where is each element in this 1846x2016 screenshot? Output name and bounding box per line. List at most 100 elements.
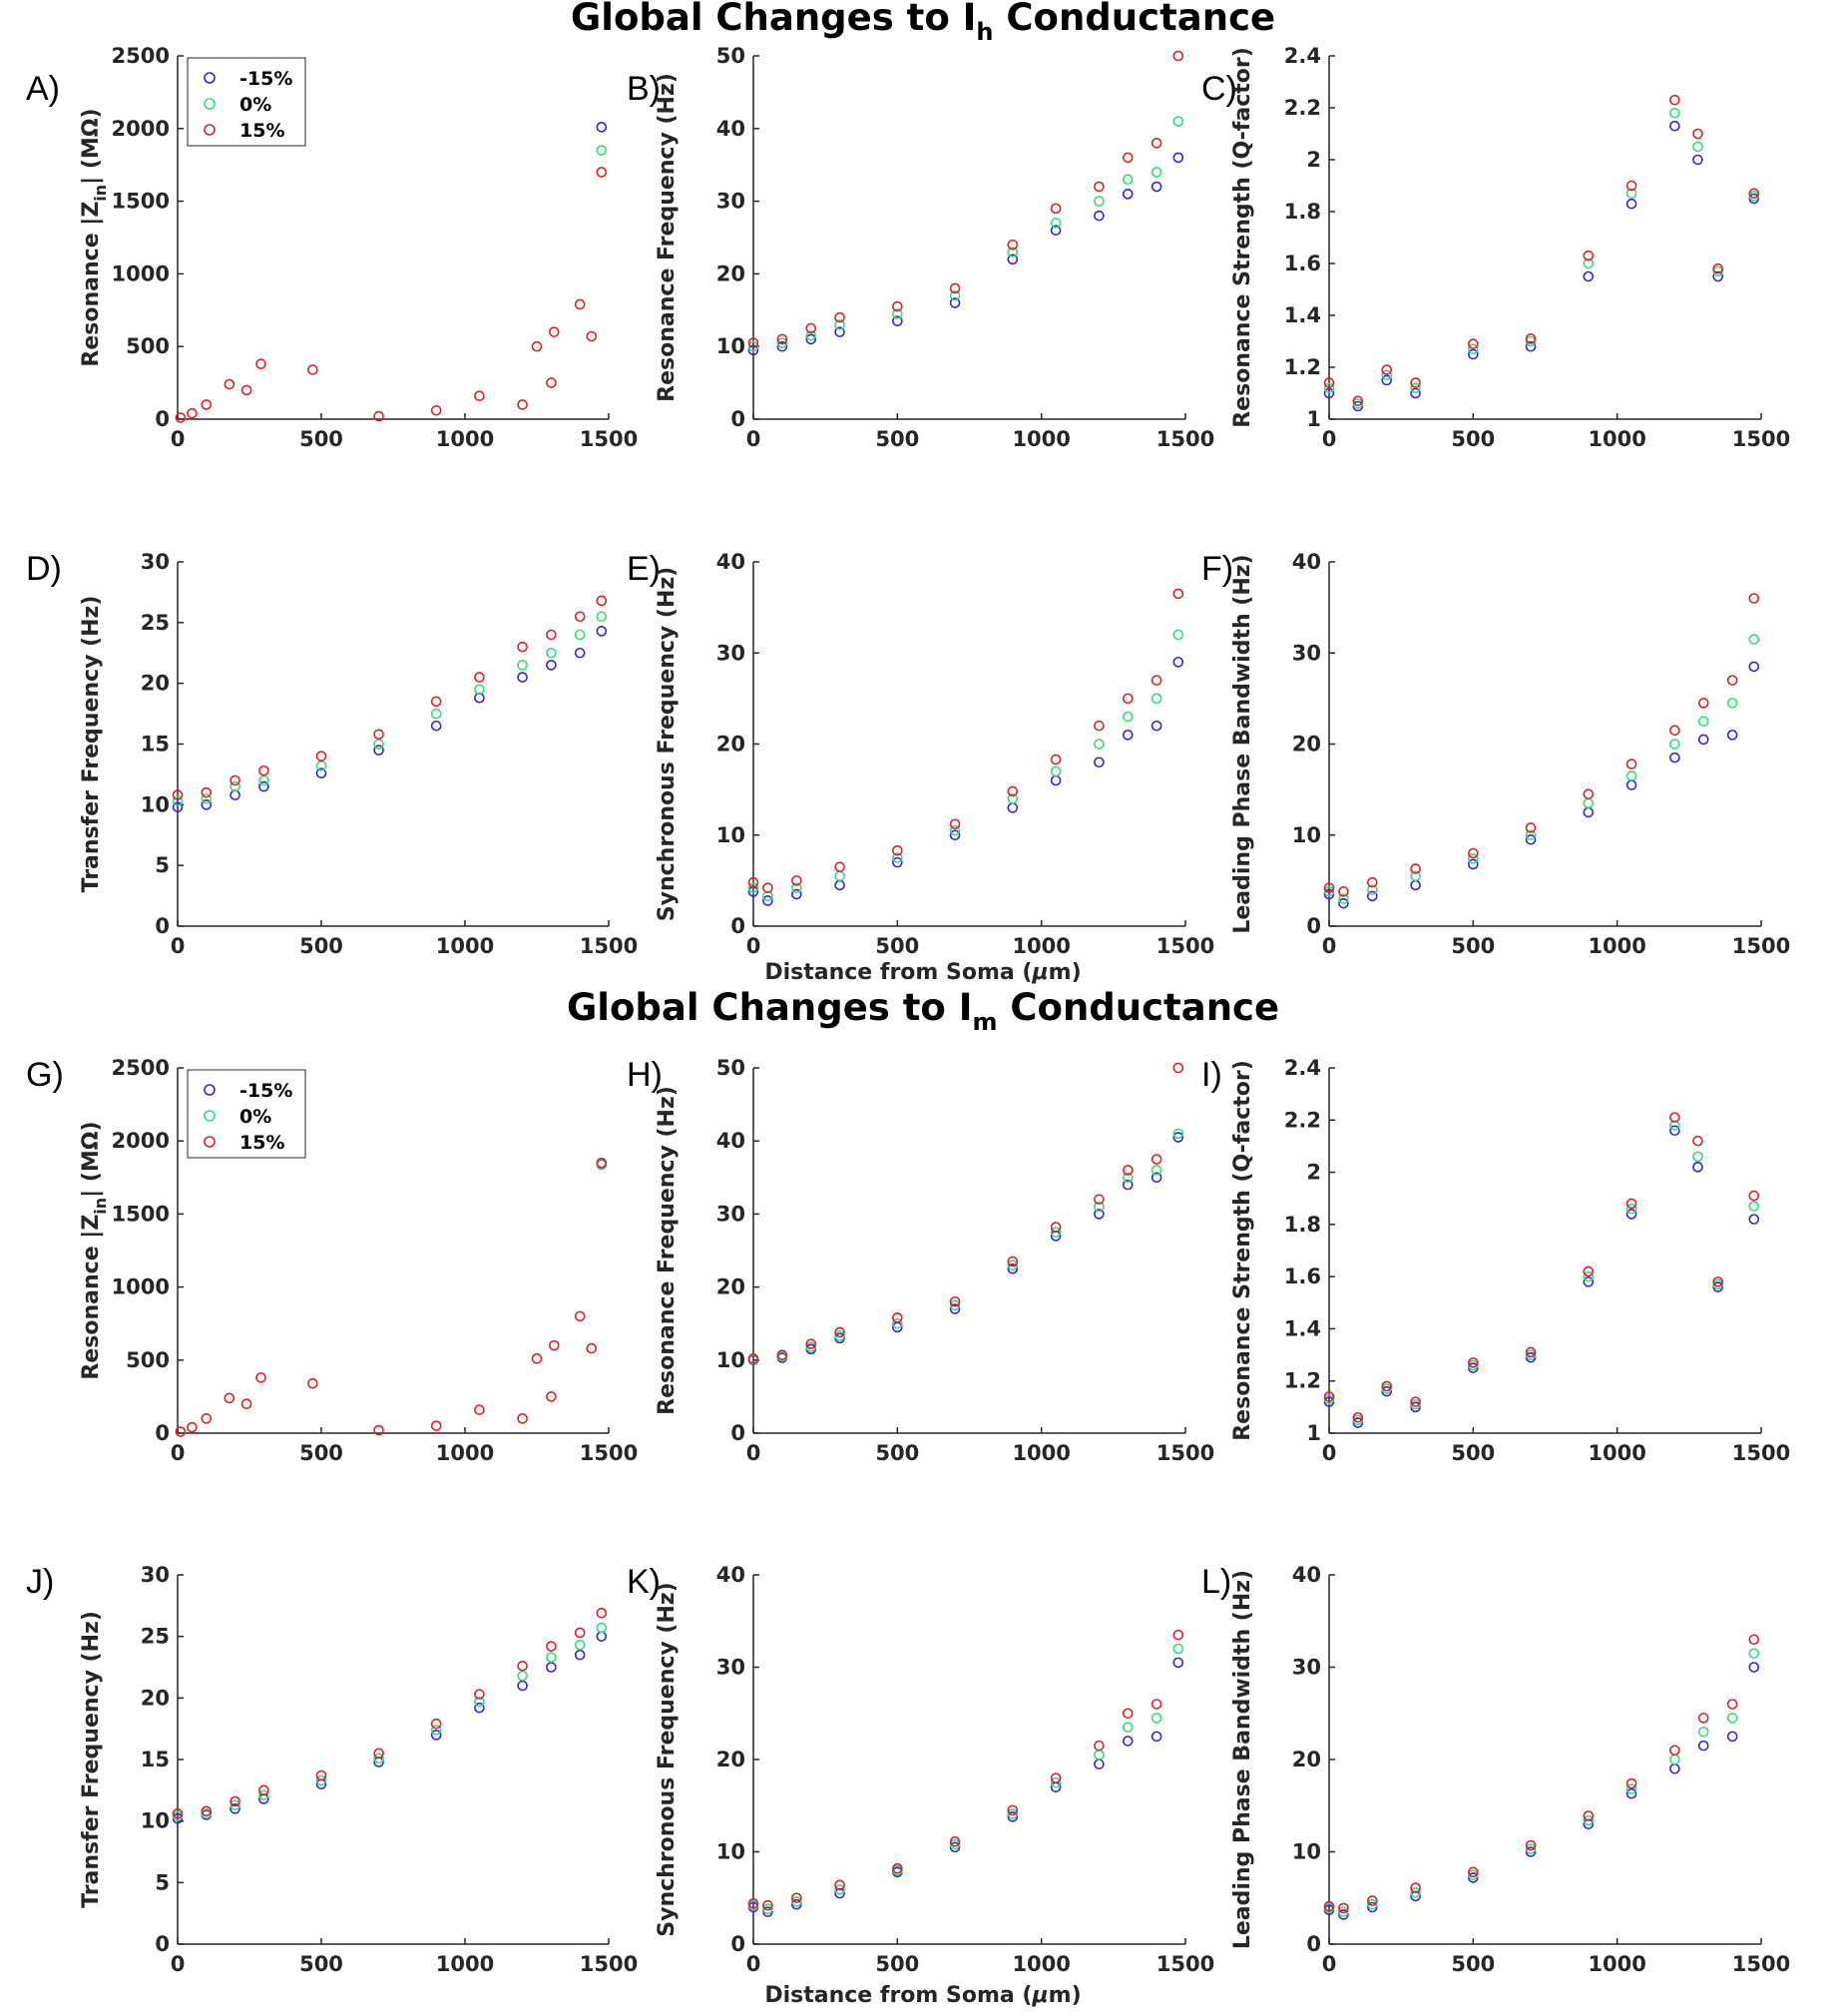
x-tick-label: 1500	[1156, 1441, 1214, 1465]
data-point	[596, 1157, 608, 1169]
y-tick-label: 20	[1292, 1748, 1321, 1771]
data-point	[315, 751, 327, 761]
data-point	[596, 122, 608, 133]
x-tick-label: 0	[171, 1952, 186, 1976]
data-point	[1050, 754, 1062, 765]
data-point	[1410, 879, 1421, 891]
data-point	[1669, 94, 1680, 106]
y-tick-label: 25	[141, 611, 170, 635]
data-point	[1468, 1357, 1479, 1368]
legend-label: 15%	[239, 120, 284, 142]
y-axis-label: Resonance Strength (Q-factor)	[1230, 47, 1255, 428]
data-point	[430, 708, 442, 720]
panel-e: E) 0 10 20 30 40 0 500 1000 1500 Synchronous Frequ…	[627, 550, 1214, 958]
y-tick-label: 10	[716, 1840, 745, 1864]
data-point	[1583, 270, 1595, 282]
y-tick-label: 2.2	[1284, 96, 1321, 120]
y-tick-label: 2	[1306, 1161, 1321, 1185]
data-point	[790, 1892, 802, 1904]
y-tick-label: 2000	[112, 1129, 170, 1153]
data-point	[230, 1803, 240, 1814]
data-point	[474, 684, 485, 696]
y-tick-label: 1000	[112, 261, 170, 285]
x-tick-label: 1500	[1156, 427, 1214, 451]
panel-letter: G)	[26, 1056, 64, 1094]
panel-letter: J)	[26, 1563, 54, 1601]
data-point	[1525, 340, 1537, 352]
data-point	[307, 364, 318, 375]
data-point	[1172, 116, 1184, 127]
y-tick-label: 10	[716, 334, 745, 358]
data-point	[805, 1338, 817, 1349]
data-point	[1172, 1643, 1184, 1655]
data-point	[586, 330, 598, 342]
data-point	[546, 660, 557, 671]
y-tick-label: 15	[141, 733, 170, 756]
data-point	[834, 1330, 845, 1341]
x-tick-label: 500	[875, 1952, 919, 1976]
data-point	[1323, 882, 1335, 893]
data-point	[1352, 1412, 1364, 1423]
data-point	[1151, 675, 1162, 686]
data-point	[1151, 1713, 1162, 1724]
legend-label: -15%	[239, 68, 292, 90]
data-point	[1381, 1380, 1393, 1392]
panel-letter: I)	[1201, 1056, 1222, 1094]
data-point	[949, 297, 961, 308]
data-point	[1151, 720, 1162, 732]
data-point	[762, 882, 773, 893]
y-tick-label: 20	[141, 1686, 170, 1710]
data-point	[1367, 890, 1378, 902]
data-point	[1625, 198, 1637, 210]
data-point	[1151, 1172, 1162, 1184]
y-tick-label: 1.4	[1284, 1316, 1321, 1340]
data-point	[1468, 847, 1479, 859]
data-point	[315, 1769, 327, 1781]
y-tick-label: 1.8	[1284, 1213, 1321, 1237]
x-tick-label: 1500	[580, 427, 638, 451]
y-tick-label: 10	[716, 823, 745, 847]
y-tick-label: 20	[716, 733, 745, 756]
y-tick-label: 20	[141, 672, 170, 696]
data-point	[1094, 1740, 1105, 1752]
data-point	[1625, 1203, 1637, 1215]
x-axis-label-ih: Distance from Soma (μm)	[764, 960, 1081, 985]
data-point	[230, 774, 240, 786]
data-point	[596, 145, 608, 156]
data-point	[892, 1312, 903, 1323]
y-tick-label: 1.2	[1284, 355, 1321, 379]
data-point	[1151, 1165, 1162, 1176]
data-point	[230, 780, 240, 792]
data-point	[172, 1807, 184, 1819]
y-tick-label: 10	[1292, 1840, 1321, 1864]
panel-letter: E)	[627, 550, 661, 588]
data-point	[1712, 270, 1723, 282]
data-point	[230, 1799, 240, 1810]
y-tick-label: 30	[141, 1563, 170, 1587]
data-point	[1122, 730, 1134, 741]
data-point	[1050, 774, 1062, 786]
data-point	[1094, 181, 1105, 193]
data-point	[1669, 1754, 1680, 1765]
x-tick-label: 1000	[436, 1952, 494, 1976]
data-point	[1122, 711, 1134, 723]
data-point	[1172, 1062, 1184, 1074]
data-point	[1669, 1125, 1680, 1137]
data-point	[1122, 189, 1134, 200]
data-point	[1748, 1214, 1760, 1225]
data-point	[574, 647, 586, 659]
data-point	[1726, 730, 1738, 741]
data-point	[1094, 210, 1105, 222]
data-point	[1692, 1162, 1703, 1173]
y-tick-label: 0	[730, 1932, 745, 1956]
data-point	[892, 315, 903, 327]
data-point	[224, 378, 235, 390]
data-point	[1692, 128, 1703, 140]
data-point	[1338, 897, 1349, 909]
data-point	[258, 780, 269, 792]
data-point	[1712, 262, 1723, 274]
x-tick-label: 0	[171, 934, 186, 958]
x-tick-label: 500	[299, 1441, 343, 1465]
data-point	[1007, 239, 1019, 251]
